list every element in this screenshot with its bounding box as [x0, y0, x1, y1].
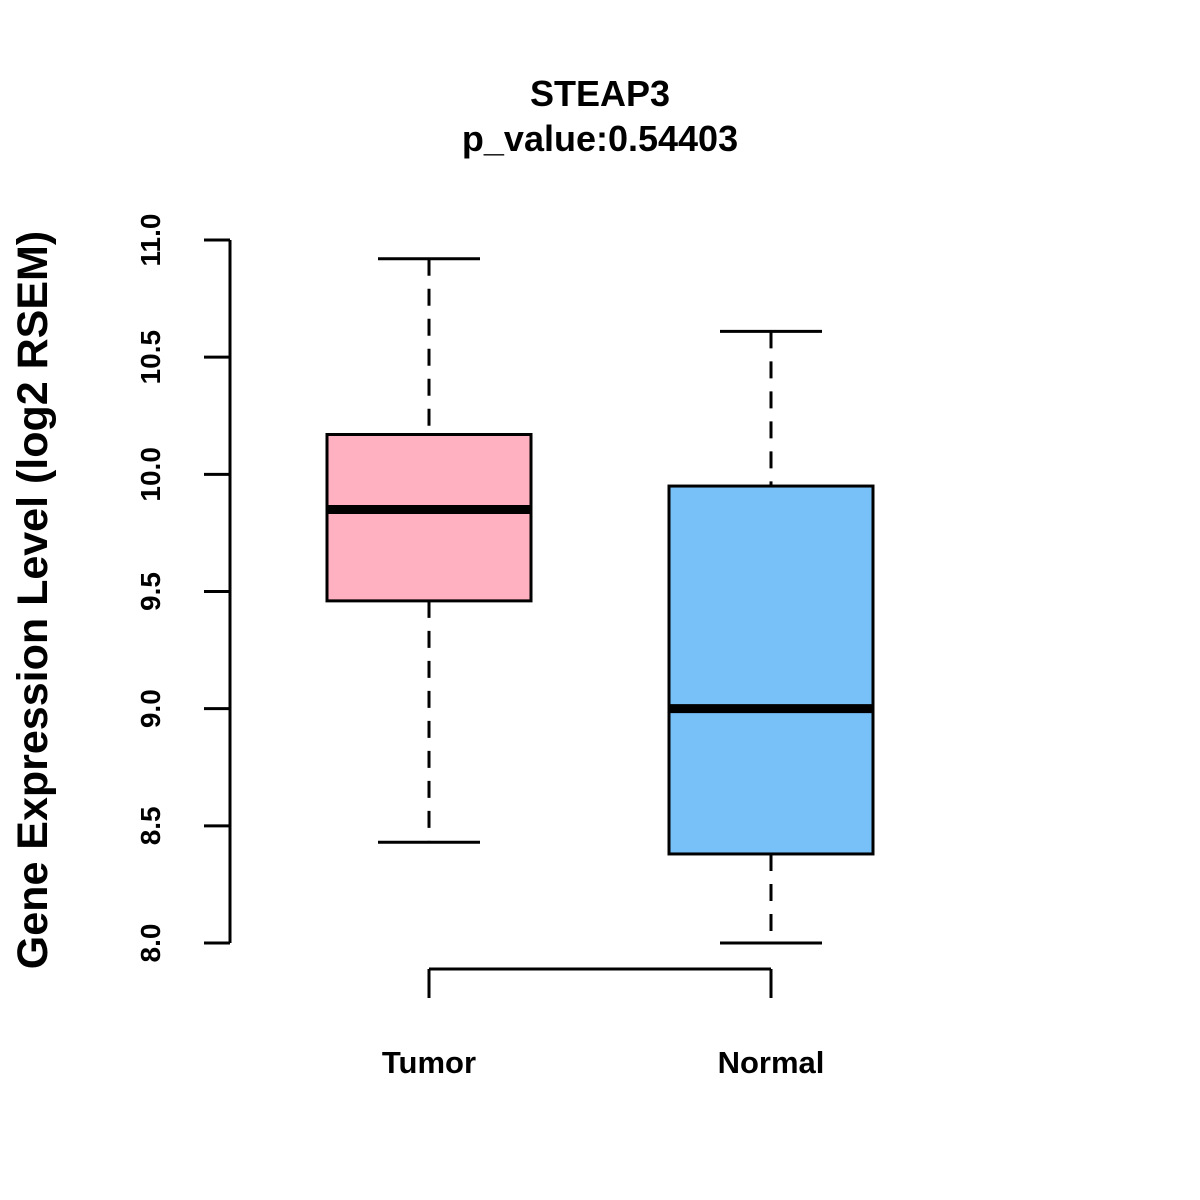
iqr-box-normal	[667, 484, 875, 856]
y-tick-label: 9.5	[135, 572, 166, 611]
y-tick-label: 11.0	[135, 214, 166, 267]
chart-title: STEAP3	[530, 73, 670, 114]
y-tick-label: 10.5	[135, 330, 166, 385]
x-label-tumor: Tumor	[382, 1045, 476, 1080]
y-axis-label: Gene Expression Level (log2 RSEM)	[9, 231, 57, 969]
y-tick-label: 10.0	[135, 447, 166, 502]
box-normal	[667, 329, 875, 945]
y-tick-label: 9.0	[135, 689, 166, 728]
comparison-bracket	[427, 967, 773, 998]
iqr-box-tumor	[325, 432, 533, 603]
y-tick-label: 8.5	[135, 806, 166, 845]
y-tick-label: 8.0	[135, 924, 166, 963]
box-group	[325, 257, 875, 945]
x-label-normal: Normal	[718, 1045, 825, 1080]
box-tumor	[325, 257, 533, 844]
x-axis-labels: Tumor Normal	[382, 1045, 824, 1080]
y-axis: 8.0 8.5 9.0 9.5 10.0 10.5 11.0	[135, 214, 232, 963]
chart-subtitle: p_value:0.54403	[462, 118, 738, 159]
